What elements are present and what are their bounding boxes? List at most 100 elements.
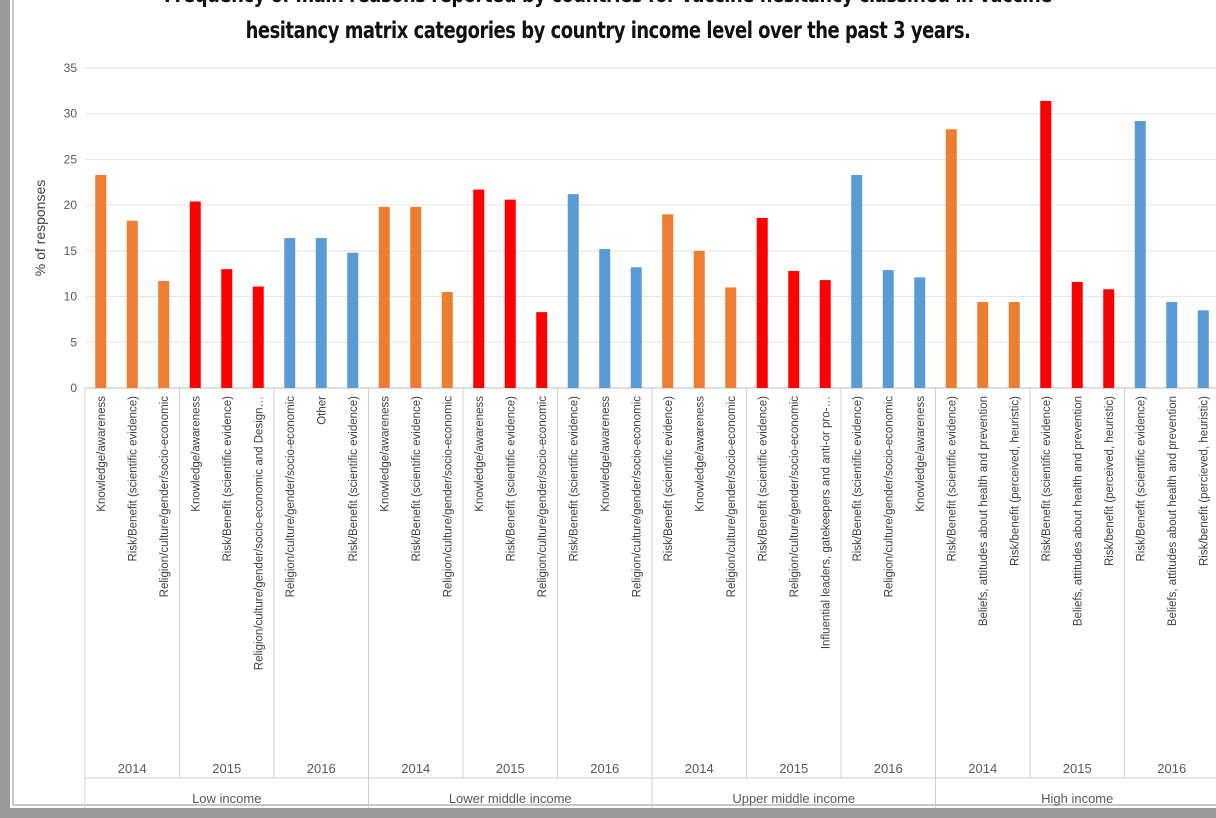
bar (567, 194, 579, 388)
category-label: Risk/Benefit (scientific evidence) (222, 396, 234, 562)
bars (95, 100, 1209, 389)
income-label: Upper middle income (732, 791, 855, 806)
category-label: Other (316, 396, 328, 425)
category-label: Risk/Benefit (scientific evidence) (757, 396, 769, 562)
bar (410, 206, 422, 388)
category-label: Beliefs, attitudes about health and prev… (1072, 396, 1084, 626)
income-label: Lower middle income (449, 791, 572, 806)
bar (662, 214, 674, 388)
y-tick-label: 10 (64, 290, 78, 304)
year-label: 2015 (1063, 761, 1092, 776)
category-label: Knowledge/awareness (379, 396, 391, 512)
bar (1166, 302, 1178, 388)
x-axis: Knowledge/awareness Risk/Benefit (scienti… (84, 388, 1216, 808)
category-label: Risk/Benefit (scientific evidence) (946, 396, 958, 562)
category-label: Religion/culture/gender/socio-economic (883, 396, 895, 598)
category-label: Religion/culture/gender/socio-economic (789, 396, 801, 598)
category-label: Risk/benefit (percieved, heuristic) (1198, 396, 1210, 566)
bar (630, 267, 642, 388)
bar (819, 280, 831, 388)
bar (882, 270, 894, 388)
year-label: 2016 (590, 761, 619, 776)
y-tick-label: 15 (64, 244, 78, 258)
category-label: Religion/culture/gender/socio-economic a… (253, 396, 265, 670)
bar (347, 252, 359, 388)
bar (1008, 302, 1020, 388)
category-label: Knowledge/awareness (915, 396, 927, 512)
year-label: 2014 (401, 761, 430, 776)
y-axis-title: % of responses (32, 180, 48, 277)
year-label: 2016 (874, 761, 903, 776)
y-tick-label: 5 (70, 335, 77, 349)
category-label: Risk/Benefit (scientific evidence) (568, 396, 580, 562)
category-label: Knowledge/awareness (600, 396, 612, 512)
year-label: 2015 (496, 761, 525, 776)
y-axis-ticks: 0 5 10 15 20 25 30 35 (64, 61, 78, 395)
year-label: 2014 (118, 761, 147, 776)
bar (473, 189, 485, 388)
bar (1103, 289, 1115, 388)
bar (284, 238, 296, 388)
bar (693, 250, 705, 388)
category-label: Religion/culture/gender/socio-economic (285, 396, 297, 598)
bar (536, 312, 548, 388)
bar (599, 249, 611, 388)
bar (378, 206, 390, 388)
bar (945, 129, 957, 388)
bar (1071, 281, 1083, 388)
year-label: 2014 (685, 761, 714, 776)
category-label: Knowledge/awareness (474, 396, 486, 512)
bar (126, 220, 138, 388)
y-tick-label: 35 (64, 61, 78, 75)
bar (441, 292, 453, 388)
bar (851, 174, 863, 388)
category-label: Beliefs, attitudes about health and prev… (1167, 396, 1179, 626)
chart-title-line-2: hesitancy matrix categories by country i… (245, 18, 971, 44)
category-label: Risk/benefit (perceived, heuristic) (1104, 396, 1116, 566)
category-label: Influential leaders, gatekeepers and ant… (820, 396, 832, 649)
category-label: Risk/benefit (perceived, heuristic) (1009, 396, 1021, 566)
category-label: Knowledge/awareness (190, 396, 202, 512)
bar (756, 217, 768, 388)
category-label: Risk/Benefit (scientific evidence) (348, 396, 360, 562)
y-tick-label: 25 (64, 152, 78, 166)
category-label: Risk/Benefit (scientific evidence) (663, 396, 675, 562)
bar (1040, 100, 1052, 389)
year-label: 2016 (307, 761, 336, 776)
chart-inner-border (12, 0, 1216, 806)
bar (725, 287, 737, 388)
income-label: Low income (192, 791, 261, 806)
year-label: 2014 (968, 761, 997, 776)
gridlines (85, 67, 1216, 389)
year-label: 2015 (212, 761, 241, 776)
chart-title-line-1: Frequency of main reasons reported by co… (134, 0, 1082, 8)
category-label: Religion/culture/gender/socio-economic (726, 396, 738, 598)
category-label: Risk/Benefit (scientific evidence) (505, 396, 517, 562)
category-label: Beliefs, attitudes about health and prev… (978, 396, 990, 626)
income-label: High income (1041, 791, 1113, 806)
category-label: Knowledge/awareness (694, 396, 706, 512)
bar (977, 302, 989, 388)
bar (788, 270, 800, 388)
category-label: Religion/culture/gender/socio-economic (159, 396, 171, 598)
category-label: Risk/Benefit (scientific evidence) (852, 396, 864, 562)
y-tick-label: 0 (70, 381, 77, 395)
category-label: Religion/culture/gender/socio-economic (631, 396, 643, 598)
bar (158, 281, 170, 388)
category-label: Religion/culture/gender/socio-economic (537, 396, 549, 598)
bar (504, 199, 516, 388)
category-label: Risk/Benefit (scientific evidence) (127, 396, 139, 562)
category-label: Religion/culture/gender/socio-economic (442, 396, 454, 598)
y-tick-label: 20 (64, 198, 78, 212)
category-label: Knowledge/awareness (96, 396, 108, 512)
bar (315, 238, 327, 388)
bar (221, 269, 233, 388)
bar (189, 201, 201, 388)
category-label: Risk/Benefit (scientific evidence) (1041, 396, 1053, 562)
bar (914, 277, 926, 388)
year-label: 2015 (779, 761, 808, 776)
bar (95, 174, 107, 388)
year-label: 2016 (1157, 761, 1186, 776)
